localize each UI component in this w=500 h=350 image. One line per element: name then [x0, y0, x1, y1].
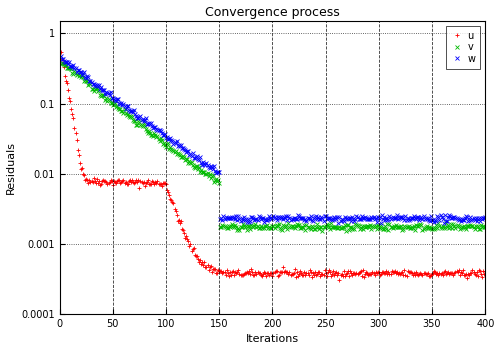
v [320, 229, 326, 233]
w [226, 216, 232, 220]
Line: v: v [59, 61, 487, 233]
u [368, 272, 374, 276]
v [110, 103, 116, 107]
v [327, 226, 333, 231]
u [58, 50, 64, 55]
w [366, 217, 372, 221]
X-axis label: Iterations: Iterations [246, 335, 299, 344]
Title: Convergence process: Convergence process [205, 6, 340, 19]
w [325, 216, 331, 220]
v [366, 225, 372, 230]
Line: w: w [59, 55, 487, 225]
u [482, 269, 488, 273]
w [108, 96, 114, 100]
u [365, 272, 371, 276]
u [325, 270, 331, 274]
u [196, 260, 202, 264]
Y-axis label: Residuals: Residuals [6, 141, 16, 194]
w [378, 221, 384, 225]
u [108, 179, 114, 183]
v [60, 61, 66, 65]
u [226, 273, 232, 278]
w [482, 215, 488, 219]
v [197, 170, 203, 174]
v [482, 225, 488, 229]
Legend: u, v, w: u, v, w [446, 26, 480, 69]
Line: u: u [59, 51, 487, 282]
v [227, 225, 233, 230]
v [58, 62, 64, 66]
v [368, 226, 374, 231]
w [58, 54, 64, 58]
u [336, 278, 342, 282]
w [364, 217, 370, 221]
w [196, 158, 202, 162]
